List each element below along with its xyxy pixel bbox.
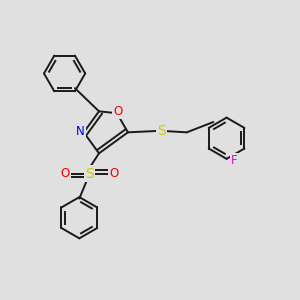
Text: N: N [76,125,85,138]
Text: F: F [231,154,237,167]
Text: O: O [61,167,70,180]
Text: O: O [113,105,123,118]
Text: S: S [85,167,94,181]
Text: O: O [109,167,119,180]
Text: S: S [158,124,166,138]
